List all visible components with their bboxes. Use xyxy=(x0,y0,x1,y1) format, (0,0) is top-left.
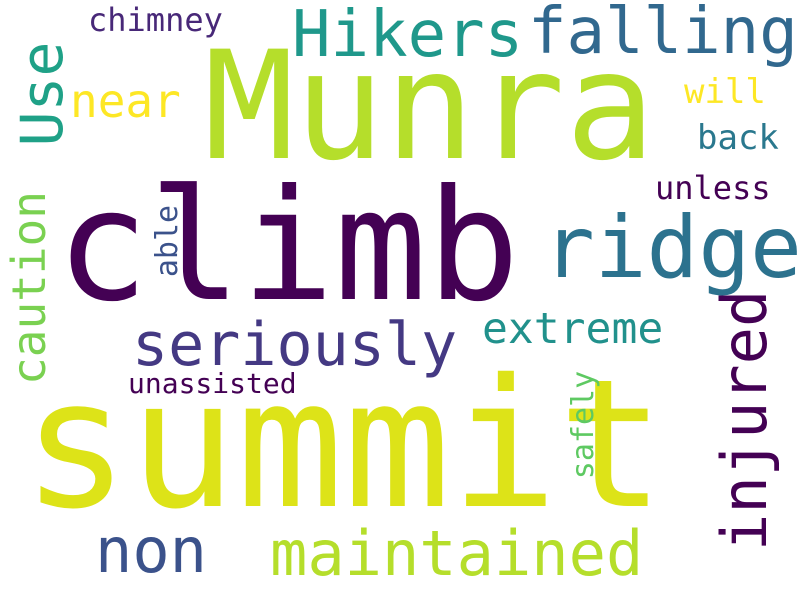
word-summit: summit xyxy=(22,341,665,548)
word-able: able xyxy=(150,204,185,278)
word-falling: falling xyxy=(528,0,798,69)
word-munra: Munra xyxy=(204,20,656,194)
word-unless: unless xyxy=(655,169,771,207)
word-able-wrap: able xyxy=(150,195,186,287)
word-extreme: extreme xyxy=(482,304,664,354)
word-caution-wrap: caution xyxy=(2,175,56,400)
word-non: non xyxy=(95,514,207,587)
word-safely: safely xyxy=(566,370,601,480)
word-safely-wrap: safely xyxy=(566,355,602,495)
word-back: back xyxy=(697,118,779,158)
word-injured: injured xyxy=(708,289,781,551)
word-ridge: ridge xyxy=(543,198,800,298)
word-caution: caution xyxy=(2,190,56,385)
word-seriously: seriously xyxy=(132,310,458,380)
word-hikers: Hikers xyxy=(292,0,524,72)
word-climb: climb xyxy=(56,157,520,336)
word-unassisted: unassisted xyxy=(128,367,297,400)
word-will: will xyxy=(684,72,766,112)
word-use-wrap: Use xyxy=(8,38,76,150)
word-maintained: maintained xyxy=(270,517,644,590)
word-use: Use xyxy=(8,41,76,147)
word-near: near xyxy=(70,74,181,128)
word-chimney: chimney xyxy=(88,1,223,39)
